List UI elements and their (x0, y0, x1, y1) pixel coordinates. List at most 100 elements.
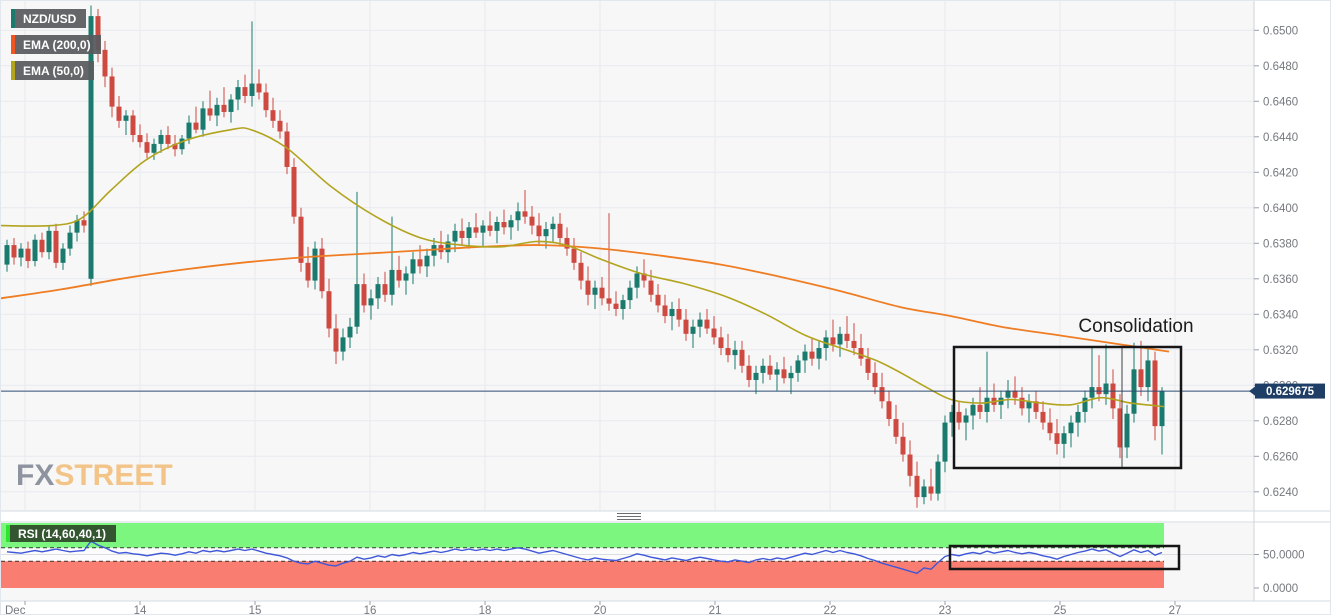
candle-body (963, 415, 969, 423)
candle-body (144, 142, 150, 153)
candle-body (690, 326, 696, 334)
candle-body (74, 220, 80, 233)
candle-body (158, 135, 164, 144)
symbol-label: NZD/USD (23, 11, 77, 26)
candle-body (1110, 383, 1116, 409)
candle-body (858, 348, 864, 359)
rsi-tick-label: 0.0000 (1263, 583, 1298, 595)
candle-body (550, 223, 556, 230)
candle-body (277, 120, 283, 132)
rsi-label: RSI (14,60,40,1) (18, 526, 107, 541)
candle-body (1152, 360, 1158, 427)
candle-body (795, 360, 801, 373)
candle-body (879, 387, 885, 402)
panel-divider-handle[interactable] (617, 513, 641, 520)
candle-body (284, 131, 290, 167)
candle-body (340, 337, 346, 352)
candle-body (515, 211, 521, 221)
legend-rsi[interactable]: RSI (14,60,40,1) (6, 525, 117, 542)
candle-body (830, 337, 836, 345)
candle-body (207, 108, 213, 116)
candle-body (361, 284, 367, 306)
candle-body (109, 76, 115, 107)
candle-body (235, 87, 241, 100)
price-tick-label: 0.6420 (1263, 167, 1298, 179)
candle-body (102, 49, 108, 77)
candle-body (900, 436, 906, 455)
candle-body (193, 122, 199, 130)
legend-ema200[interactable]: EMA (200,0) (11, 35, 101, 54)
candle-body (788, 372, 794, 379)
candle-body (396, 269, 402, 281)
price-tick-label: 0.6260 (1263, 451, 1298, 463)
symbol-color-bar-icon (11, 9, 15, 28)
date-label: Dec (5, 605, 26, 615)
candle-body (1068, 422, 1074, 434)
candle-body (375, 284, 381, 299)
candle-body (620, 300, 626, 309)
candle-body (249, 83, 255, 96)
candle-body (326, 291, 332, 329)
candle-body (172, 143, 178, 150)
candle-body (1082, 397, 1088, 412)
candle-body (312, 248, 318, 281)
candle-body (333, 328, 339, 352)
candle-body (816, 348, 822, 359)
candle-body (704, 319, 710, 329)
ema200-color-bar-icon (11, 35, 15, 54)
candle-body (480, 225, 486, 233)
candle-body (942, 422, 948, 462)
legend-ema50[interactable]: EMA (50,0) (11, 61, 94, 80)
candle-body (459, 230, 465, 238)
rsi-overbought-band (1, 523, 1164, 548)
date-label: 27 (1169, 605, 1182, 615)
candle-body (368, 298, 374, 306)
candle-body (725, 348, 731, 356)
candle-body (1047, 422, 1053, 434)
candle-body (1033, 401, 1039, 412)
candle-body (564, 237, 570, 249)
candle-body (872, 372, 878, 388)
candle-body (424, 255, 430, 267)
candle-body (81, 220, 87, 226)
legend-symbol[interactable]: NZD/USD (11, 9, 87, 28)
candle-body (179, 138, 185, 150)
candle-body (718, 337, 724, 349)
candle-body (557, 223, 563, 238)
candle-body (669, 308, 675, 317)
candle-body (662, 305, 668, 317)
ema200-label: EMA (200,0) (23, 37, 91, 52)
watermark-street: STREET (54, 459, 173, 492)
candle-body (242, 87, 248, 96)
candle-body (1054, 433, 1060, 444)
date-label: 23 (939, 605, 952, 615)
candle-body (487, 225, 493, 231)
candle-body (1124, 413, 1130, 448)
candle-body (4, 245, 10, 265)
candle-body (1040, 411, 1046, 423)
price-tick-label: 0.6360 (1263, 274, 1298, 286)
candle-body (739, 349, 745, 366)
candle-body (949, 411, 955, 423)
candle-body (977, 404, 983, 412)
candle-body (543, 229, 549, 237)
candle-body (529, 216, 535, 226)
candle-body (865, 358, 871, 373)
candle-body (256, 83, 262, 93)
candle-body (466, 227, 472, 238)
candle-body (270, 110, 276, 121)
candle-body (592, 287, 598, 295)
ema50-label: EMA (50,0) (23, 63, 84, 78)
candle-body (970, 404, 976, 416)
price-tick-label: 0.6400 (1263, 203, 1298, 215)
date-label: 14 (134, 605, 147, 615)
candle-body (88, 16, 94, 279)
candle-body (46, 230, 52, 253)
price-tick-label: 0.6440 (1263, 132, 1298, 144)
candle-body (1075, 411, 1081, 423)
ema200-line (1, 244, 1170, 353)
ema50-line (1, 127, 1165, 408)
candle-body (354, 284, 360, 327)
